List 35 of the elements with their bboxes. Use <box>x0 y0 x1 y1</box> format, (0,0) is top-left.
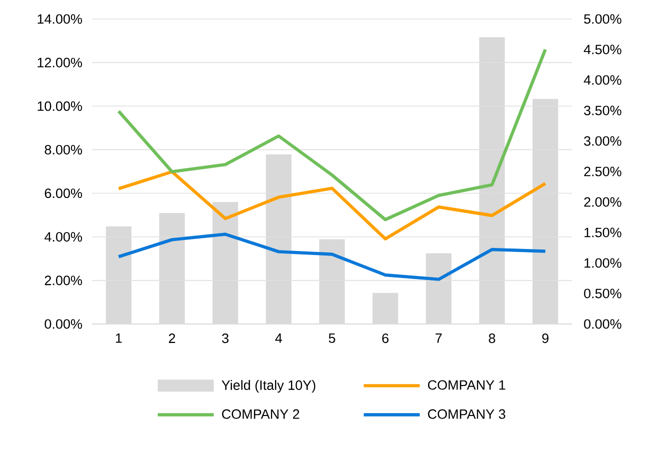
y2-tick-label: 0.00% <box>584 319 622 329</box>
legend-label: COMPANY 2 <box>222 409 300 419</box>
legend-label: COMPANY 1 <box>428 380 506 390</box>
y-tick-label: 10.00% <box>38 101 82 111</box>
x-tick-label: 9 <box>542 334 548 344</box>
x-tick-label: 7 <box>436 334 442 343</box>
x-tick-label: 6 <box>382 334 388 344</box>
x-tick-label: 2 <box>168 334 176 343</box>
y2-tick-label: 4.00% <box>584 75 622 85</box>
y-tick-label: 6.00% <box>44 188 82 198</box>
y-tick-label: 0.00% <box>44 319 82 329</box>
y2-tick-label: 3.00% <box>584 136 622 146</box>
y-tick-label: 4.00% <box>44 232 82 242</box>
y2-tick-label: 5.00% <box>584 14 622 24</box>
legend-label: COMPANY 3 <box>428 409 506 419</box>
y2-tick-label: 2.00% <box>584 197 622 207</box>
y2-tick-label: 4.50% <box>584 44 622 54</box>
y2-tick-label: 2.50% <box>584 166 622 176</box>
x-tick-label: 5 <box>328 334 336 343</box>
x-tick-label: 8 <box>488 334 496 344</box>
legend-label: Yield (Italy 10Y) <box>222 380 316 393</box>
y2-tick-label: 1.00% <box>584 258 622 268</box>
y-tick-label: 12.00% <box>38 58 82 68</box>
line-series <box>117 48 547 222</box>
x-tick-label: 3 <box>222 334 228 344</box>
y2-tick-label: 3.50% <box>584 106 622 116</box>
y2-tick-label: 0.50% <box>584 288 622 298</box>
y-tick-label: 14.00% <box>38 14 82 24</box>
x-tick-label: 1 <box>116 334 122 343</box>
line-series <box>117 232 547 281</box>
y2-tick-label: 1.50% <box>584 228 622 238</box>
line-series <box>117 170 547 240</box>
x-tick-label: 4 <box>275 334 282 343</box>
y-tick-label: 8.00% <box>44 144 82 154</box>
y-tick-label: 2.00% <box>44 276 82 286</box>
